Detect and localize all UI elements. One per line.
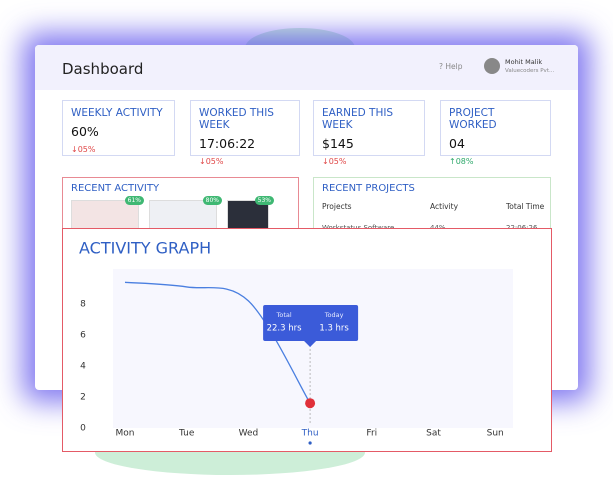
section-title: RECENT PROJECTS [322, 183, 415, 194]
x-tick-label: Fri [366, 429, 377, 439]
user-name: Mohit Malik [505, 58, 543, 66]
y-tick-label: 4 [80, 362, 86, 372]
tooltip-label: Today [324, 311, 344, 319]
activity-graph: ACTIVITY GRAPH 0 2 4 6 8 Mon Tue Wed Thu Fri Sat Su… [62, 228, 552, 452]
column-header: Projects [322, 202, 352, 211]
tooltip-value: 22.3 hrs [267, 324, 303, 334]
card-value: 04 [449, 136, 465, 151]
highlight-point [305, 398, 316, 409]
y-tick-label: 6 [80, 331, 86, 341]
column-header: Activity [430, 202, 459, 211]
activity-badge: 80% [202, 196, 222, 205]
tooltip-pointer [304, 341, 317, 347]
section-title: RECENT ACTIVITY [71, 183, 160, 194]
card-change: ↓05% [199, 157, 224, 166]
activity-badge: 53% [254, 196, 274, 205]
x-tick-label: Mon [116, 429, 135, 439]
column-header: Total Time [506, 202, 545, 211]
y-tick-label: 2 [80, 393, 86, 403]
stat-card[interactable]: PROJECT WORKED 04 ↑08% [440, 100, 551, 166]
tooltip [263, 305, 359, 341]
stat-card[interactable]: EARNED THIS WEEK $145 ↓05% [313, 100, 425, 166]
x-tick-label: Thu [301, 429, 319, 439]
stat-card[interactable]: WORKED THIS WEEK 17:06:22 ↓05% [190, 100, 300, 166]
company-name: Valuecoders Pvt... [505, 68, 555, 74]
help-link[interactable]: ? Help [439, 62, 463, 71]
x-tick-label: Sat [426, 429, 441, 439]
card-title: WEEKLY ACTIVITY [71, 107, 163, 119]
card-change: ↓05% [71, 145, 96, 154]
activity-line [124, 281, 311, 404]
tooltip-label: Total [276, 311, 292, 319]
graph-svg: ACTIVITY GRAPH 0 2 4 6 8 Mon Tue Wed Thu Fri Sat Su… [79, 239, 513, 445]
help-text: Help [445, 62, 463, 71]
y-tick-label: 0 [80, 424, 86, 434]
card-title: PROJECT WORKED [449, 107, 497, 131]
card-value: 60% [71, 124, 99, 139]
avatar[interactable] [484, 58, 500, 74]
graph-title: ACTIVITY GRAPH [79, 239, 211, 258]
x-tick-label: Sun [487, 429, 504, 439]
card-title: EARNED THIS WEEK [322, 107, 394, 131]
page-title: Dashboard [62, 60, 144, 78]
stat-card[interactable]: WEEKLY ACTIVITY 60% ↓05% [62, 100, 175, 156]
card-title: WORKED THIS WEEK [199, 107, 274, 131]
x-tick-label: Tue [178, 429, 195, 439]
active-day-dot [308, 441, 312, 445]
card-change: ↑08% [449, 157, 474, 166]
header-bar: Dashboard ? Help Mohit Malik Valuecoders… [35, 45, 578, 90]
card-change: ↓05% [322, 157, 347, 166]
card-value: $145 [322, 136, 354, 151]
activity-badge: 61% [124, 196, 144, 205]
x-tick-label: Wed [239, 429, 259, 439]
card-value: 17:06:22 [199, 136, 256, 151]
tooltip-value: 1.3 hrs [319, 324, 349, 334]
y-tick-label: 8 [80, 300, 86, 310]
